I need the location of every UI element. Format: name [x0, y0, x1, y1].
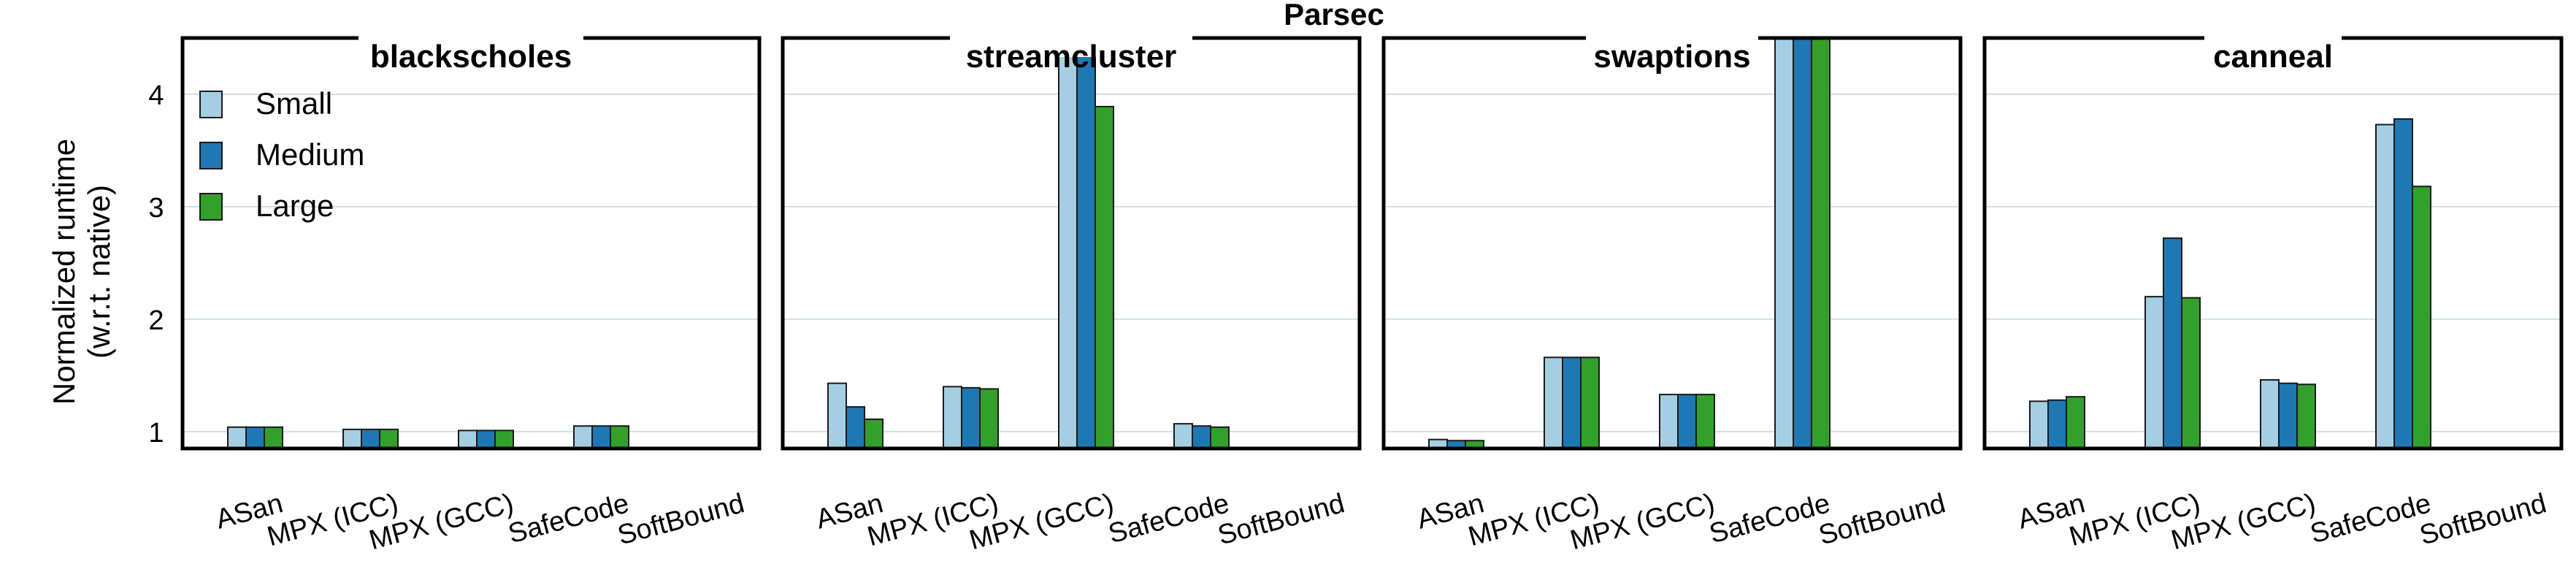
- bar-blackscholes-asan-large: [264, 426, 283, 449]
- bar-canneal-asan-small: [2029, 400, 2049, 449]
- bar-swaptions-asan-large: [1465, 440, 1484, 449]
- bar-streamcluster-mpx-gcc-small: [1058, 38, 1078, 449]
- bar-swaptions-mpx-icc-small: [1544, 356, 1563, 449]
- bar-blackscholes-asan-small: [227, 426, 247, 449]
- bar-streamcluster-safecode-large: [1210, 426, 1230, 449]
- bars: [2029, 118, 2431, 449]
- bar-blackscholes-mpx-icc-medium: [361, 428, 380, 449]
- bar-swaptions-mpx-icc-medium: [1562, 356, 1582, 449]
- x-tick-label: SafeCode: [1706, 488, 1833, 549]
- bar-blackscholes-mpx-icc-small: [342, 428, 362, 449]
- legend-swatch-medium: [199, 142, 223, 169]
- x-tick-label: SafeCode: [505, 488, 632, 549]
- bar-swaptions-safecode-large: [1811, 38, 1831, 449]
- figure-title: Parsec: [1284, 0, 1384, 31]
- bar-blackscholes-safecode-medium: [591, 425, 611, 449]
- legend-label-medium: Medium: [256, 137, 364, 172]
- bar-canneal-asan-large: [2066, 396, 2085, 449]
- bar-blackscholes-safecode-small: [573, 425, 593, 449]
- bar-blackscholes-mpx-gcc-large: [494, 430, 514, 449]
- bar-swaptions-mpx-gcc-large: [1695, 394, 1715, 449]
- bars: [827, 38, 1230, 449]
- panel-title-background: [950, 35, 1192, 57]
- panel-title: streamcluster: [966, 39, 1177, 75]
- bar-canneal-safecode-small: [2375, 123, 2395, 449]
- bar-streamcluster-safecode-medium: [1192, 425, 1211, 449]
- bar-canneal-asan-medium: [2047, 399, 2067, 449]
- legend-label-small: Small: [256, 86, 332, 121]
- bar-streamcluster-mpx-icc-medium: [961, 386, 981, 449]
- panel-title: blackscholes: [370, 39, 572, 75]
- bar-canneal-mpx-gcc-small: [2260, 379, 2280, 449]
- bar-canneal-mpx-gcc-large: [2296, 383, 2316, 449]
- y-axis-label-line2: (w.r.t. native): [82, 185, 116, 359]
- legend-label-large: Large: [256, 188, 334, 223]
- x-tick-label: SoftBound: [1816, 488, 1949, 552]
- legend-swatch-large: [199, 193, 223, 221]
- bars: [227, 425, 629, 449]
- legend: Small Medium Large: [199, 86, 364, 223]
- legend-swatch-small: [199, 91, 223, 118]
- bar-canneal-safecode-large: [2412, 186, 2431, 449]
- y-tick-label: 1: [148, 418, 164, 449]
- bar-blackscholes-safecode-large: [610, 425, 629, 449]
- bar-swaptions-mpx-gcc-small: [1659, 394, 1679, 449]
- bar-canneal-mpx-icc-medium: [2163, 237, 2182, 449]
- panel-title-background: [359, 35, 583, 57]
- panel-title: swaptions: [1593, 39, 1750, 75]
- bar-swaptions-safecode-small: [1774, 38, 1794, 449]
- bar-blackscholes-mpx-icc-large: [379, 428, 399, 449]
- bar-canneal-mpx-gcc-medium: [2278, 382, 2298, 449]
- bar-streamcluster-mpx-gcc-medium: [1076, 38, 1096, 449]
- bars: [1428, 38, 1831, 449]
- bar-canneal-mpx-icc-large: [2181, 297, 2201, 449]
- bar-streamcluster-mpx-icc-small: [943, 386, 962, 449]
- bar-swaptions-mpx-gcc-medium: [1677, 394, 1697, 449]
- y-tick-label: 2: [148, 305, 164, 336]
- panel-title: canneal: [2213, 39, 2333, 75]
- x-tick-label: SafeCode: [1105, 488, 1233, 549]
- bar-streamcluster-asan-medium: [846, 406, 865, 449]
- bar-streamcluster-mpx-gcc-large: [1095, 105, 1114, 449]
- bar-blackscholes-mpx-gcc-small: [458, 430, 478, 449]
- plot-frame: [1381, 36, 1963, 451]
- bar-streamcluster-asan-large: [864, 418, 883, 449]
- bar-blackscholes-mpx-gcc-medium: [476, 430, 496, 449]
- panel-title-background: [1586, 35, 1758, 57]
- x-tick-label: SoftBound: [1215, 488, 1348, 552]
- y-tick-label: 3: [148, 193, 164, 224]
- bar-streamcluster-safecode-small: [1173, 423, 1193, 449]
- x-tick-label: SoftBound: [2417, 488, 2550, 552]
- bar-canneal-safecode-medium: [2393, 118, 2413, 449]
- panel-title-background: [2204, 35, 2342, 57]
- y-axis-label: Normalized runtime (w.r.t. native): [47, 139, 116, 405]
- x-tick-label: SafeCode: [2307, 488, 2434, 549]
- y-tick-label: 4: [148, 80, 164, 111]
- bar-streamcluster-asan-small: [827, 382, 847, 449]
- bar-streamcluster-mpx-icc-large: [979, 388, 999, 449]
- bar-swaptions-safecode-medium: [1793, 38, 1812, 449]
- bar-swaptions-mpx-icc-large: [1580, 356, 1600, 449]
- bar-canneal-mpx-icc-small: [2144, 296, 2164, 449]
- y-axis-label-line1: Normalized runtime: [47, 139, 81, 405]
- x-tick-label: SoftBound: [615, 488, 748, 552]
- bar-blackscholes-asan-medium: [245, 426, 265, 449]
